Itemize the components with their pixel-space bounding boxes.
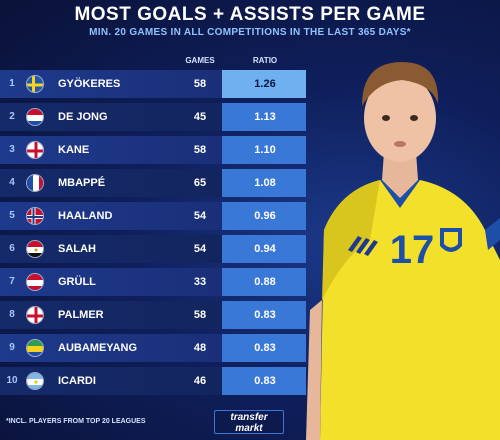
games-value: 65 [193, 177, 207, 189]
player-name: HAALAND [58, 210, 113, 222]
ratio-cell-background [222, 334, 306, 362]
rank-number: 7 [9, 276, 15, 287]
games-value: 33 [193, 276, 207, 288]
rank-number: 3 [9, 144, 15, 155]
games-value: 46 [193, 375, 207, 387]
ratio-value: 1.10 [254, 144, 276, 156]
table-row: 7 GRÜLL 33 0.88 [0, 268, 310, 296]
table-row: 10 ICARDI 46 0.83 [0, 367, 310, 395]
table-row: 2 DE JONG 45 1.13 [0, 103, 310, 131]
column-header-games: GAMES [185, 56, 215, 65]
player-name: ICARDI [58, 375, 96, 387]
player-name: KANE [58, 144, 90, 156]
player-name: AUBAMEYANG [58, 342, 138, 354]
column-header-ratio: RATIO [252, 56, 278, 65]
table-row: 4 MBAPPÉ 65 1.08 [0, 169, 310, 197]
player-name: SALAH [58, 243, 96, 255]
jersey-number: 17 [389, 228, 435, 272]
games-value: 48 [193, 342, 207, 354]
chart-subtitle: MIN. 20 GAMES IN ALL COMPETITIONS IN THE… [89, 27, 411, 38]
player-illustration [306, 62, 500, 440]
player-name: DE JONG [58, 111, 108, 123]
ratio-cell-background [222, 169, 306, 197]
netherlands-flag-icon [26, 108, 44, 126]
rank-number: 2 [9, 111, 15, 122]
footnote: *INCL. PLAYERS FROM TOP 20 LEAGUES [6, 418, 146, 425]
player-name: PALMER [58, 309, 104, 321]
ratio-cell-background [222, 202, 306, 230]
chart-title: MOST GOALS + ASSISTS PER GAME [74, 4, 426, 25]
games-value: 58 [193, 78, 207, 90]
ratio-value: 0.96 [254, 210, 276, 222]
ratio-cell-background [222, 301, 306, 329]
rank-number: 5 [9, 210, 15, 221]
ratio-value: 1.13 [254, 111, 276, 123]
ratio-cell-background [222, 103, 306, 131]
games-value: 45 [193, 111, 207, 123]
rank-number: 6 [9, 243, 15, 254]
ratio-value: 0.94 [254, 243, 276, 255]
rank-number: 8 [9, 309, 15, 320]
rank-number: 10 [6, 375, 18, 386]
ranking-table: 1 GYÖKERES 58 1.26 2 DE JONG 45 1.13 3 KANE 58 1.10… [0, 70, 310, 395]
england-flag-icon [26, 141, 44, 159]
france-flag-icon [26, 174, 44, 192]
ratio-cell-background [222, 136, 306, 164]
rank-number: 9 [9, 342, 15, 353]
england-flag-icon [26, 306, 44, 324]
player-name: MBAPPÉ [58, 177, 106, 189]
logo-line-1: transfer [230, 412, 268, 423]
ratio-value: 0.88 [254, 276, 276, 288]
table-row: 8 PALMER 58 0.83 [0, 301, 310, 329]
egypt-flag-icon [26, 240, 44, 258]
norway-flag-icon [26, 207, 44, 225]
ratio-value: 1.26 [254, 78, 276, 90]
table-row: 6 SALAH 54 0.94 [0, 235, 310, 263]
gabon-flag-icon [26, 339, 44, 357]
austria-flag-icon [26, 273, 44, 291]
table-row: 3 KANE 58 1.10 [0, 136, 310, 164]
rank-number: 4 [9, 177, 15, 188]
ratio-cell-background [222, 235, 306, 263]
argentina-flag-icon [26, 372, 44, 390]
table-row: 5 HAALAND 54 0.96 [0, 202, 310, 230]
ratio-value: 1.08 [254, 177, 276, 189]
ratio-cell-background [222, 70, 306, 98]
ratio-cell-background [222, 367, 306, 395]
games-value: 54 [193, 210, 207, 222]
ratio-cell-background [222, 268, 306, 296]
ratio-value: 0.83 [254, 375, 276, 387]
transfermarkt-logo: transfer markt [214, 410, 284, 434]
table-row: 9 AUBAMEYANG 48 0.83 [0, 334, 310, 362]
games-value: 58 [193, 309, 207, 321]
sweden-flag-icon [26, 75, 44, 93]
player-name: GYÖKERES [58, 78, 121, 90]
rank-number: 1 [9, 78, 15, 89]
ratio-value: 0.83 [254, 309, 276, 321]
games-value: 58 [193, 144, 207, 156]
games-value: 54 [193, 243, 207, 255]
logo-line-2: markt [235, 423, 263, 434]
player-name: GRÜLL [58, 276, 96, 288]
ratio-value: 0.83 [254, 342, 276, 354]
table-row: 1 GYÖKERES 58 1.26 [0, 70, 310, 98]
